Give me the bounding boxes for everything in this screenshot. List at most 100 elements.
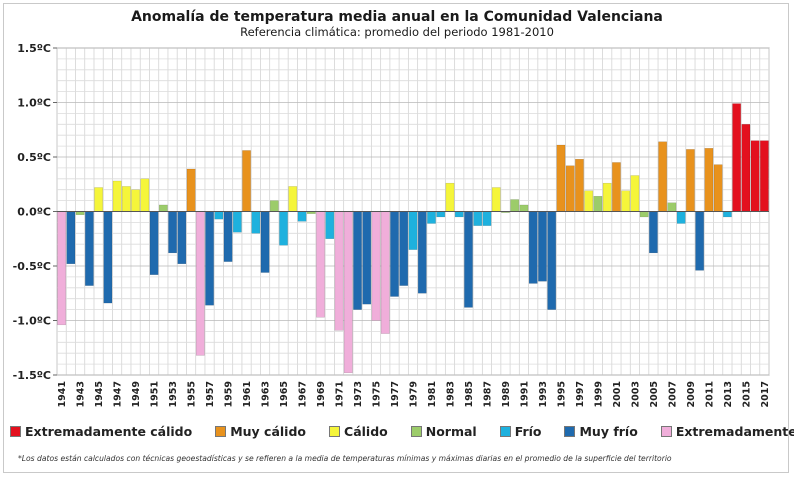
x-tick-label: 2017 xyxy=(760,381,771,407)
x-tick-label: 2011 xyxy=(704,381,715,407)
legend-swatch-normal xyxy=(410,425,422,437)
legend-swatch-extremadamente-frio xyxy=(660,425,672,437)
x-tick-label: 1943 xyxy=(76,381,87,407)
bar-2004 xyxy=(639,211,649,218)
legend-label: Muy cálido xyxy=(230,423,307,439)
bar-1969 xyxy=(316,211,325,318)
bar-1975 xyxy=(371,211,381,321)
bar-1984 xyxy=(454,211,464,218)
bar-1952 xyxy=(159,204,168,212)
bar-1960 xyxy=(232,211,242,233)
x-tick-label: 1997 xyxy=(575,381,586,407)
legend-swatch-muy-frio xyxy=(564,425,576,437)
bar-2009 xyxy=(686,149,695,212)
bar-1967 xyxy=(297,211,307,222)
bar-1945 xyxy=(94,187,103,212)
x-tick-label: 2001 xyxy=(612,381,623,407)
x-tick-label: 2007 xyxy=(667,381,678,407)
bar-2015 xyxy=(741,124,751,212)
bar-2003 xyxy=(630,175,640,212)
legend-label: Extremadamente cálido xyxy=(25,423,193,439)
legend-item-extremadamente-calido: Extremadamente cálido xyxy=(10,424,192,439)
x-tick-label: 1951 xyxy=(150,381,161,407)
bar-1956 xyxy=(196,211,205,356)
legend-item-normal: Normal xyxy=(410,424,477,439)
bar-1991 xyxy=(519,204,529,212)
bar-2000 xyxy=(602,182,612,212)
bar-1950 xyxy=(140,178,150,212)
bar-1953 xyxy=(168,211,177,254)
bar-1993 xyxy=(538,211,547,282)
x-tick-label: 1957 xyxy=(205,381,216,407)
bar-1990 xyxy=(510,199,520,212)
bar-1988 xyxy=(491,187,501,212)
bar-1949 xyxy=(131,189,140,212)
x-tick-label: 1995 xyxy=(556,381,567,407)
bar-1973 xyxy=(353,211,362,310)
bar-1994 xyxy=(547,211,557,310)
bar-2016 xyxy=(750,140,760,212)
bar-1971 xyxy=(334,211,344,331)
bar-2007 xyxy=(667,202,677,212)
bar-1947 xyxy=(112,180,122,212)
bar-1955 xyxy=(186,168,196,212)
x-tick-label: 1989 xyxy=(501,381,512,407)
y-tick-label: -0.5ºC xyxy=(13,260,51,273)
bar-1986 xyxy=(473,211,483,226)
x-tick-label: 1959 xyxy=(224,381,235,407)
x-tick-label: 1975 xyxy=(372,381,383,407)
chart-frame xyxy=(3,3,789,473)
x-tick-label: 1955 xyxy=(187,381,198,407)
x-tick-label: 1963 xyxy=(261,381,272,407)
x-tick-label: 1979 xyxy=(409,381,420,407)
bar-1992 xyxy=(528,211,538,284)
chart-legend: Extremadamente cálido Muy cálido Cálido … xyxy=(10,422,794,440)
bar-1977 xyxy=(390,211,399,297)
x-tick-label: 1967 xyxy=(298,381,309,407)
legend-item-frio: Frío xyxy=(499,423,542,439)
legend-item-muy-frio: Muy frío xyxy=(564,424,638,439)
bar-chart: 1.5ºC 1.0ºC 0.5ºC 0.0ºC -0.5ºC -1.0ºC -1.5ºC 19… xyxy=(13,42,771,407)
legend-swatch-muy-calido xyxy=(215,425,227,437)
x-tick-label: 1981 xyxy=(427,381,438,407)
chart-title: Anomalía de temperatura media anual en l… xyxy=(131,9,663,25)
x-tick-label: 1971 xyxy=(335,381,346,407)
bar-2005 xyxy=(649,211,658,254)
bar-1958 xyxy=(214,211,224,220)
legend-swatch-extremadamente-calido xyxy=(10,425,21,437)
bar-2002 xyxy=(621,190,630,212)
x-tick-label: 2009 xyxy=(686,381,697,407)
x-tick-label: 1973 xyxy=(353,381,364,407)
y-tick-label: 0.5ºC xyxy=(17,151,51,164)
bar-1964 xyxy=(269,200,279,212)
bar-1976 xyxy=(380,211,390,334)
bar-1962 xyxy=(251,211,261,234)
bar-1987 xyxy=(482,211,492,226)
bar-1995 xyxy=(556,144,566,212)
bar-1997 xyxy=(575,158,584,212)
bar-1998 xyxy=(584,190,594,212)
x-tick-label: 1985 xyxy=(464,381,475,407)
legend-label: Frío xyxy=(514,423,542,439)
bar-1946 xyxy=(103,211,113,304)
chart-subtitle: Referencia climática: promedio del perio… xyxy=(240,25,554,39)
x-tick-label: 1993 xyxy=(538,381,549,407)
legend-item-extremadamente-frio: Extremadamente frío xyxy=(660,424,794,439)
bar-2008 xyxy=(676,211,686,224)
bar-1996 xyxy=(565,165,575,212)
bar-2013 xyxy=(723,211,732,218)
bar-1951 xyxy=(149,211,159,275)
bar-1961 xyxy=(242,150,251,212)
y-tick-label: 0.0ºC xyxy=(17,206,51,219)
bar-1963 xyxy=(260,211,270,273)
bar-1982 xyxy=(436,211,446,218)
bar-1972 xyxy=(343,211,353,374)
x-tick-label: 1999 xyxy=(593,381,604,407)
x-tick-label: 2015 xyxy=(741,381,752,407)
y-tick-label: 1.5ºC xyxy=(17,42,51,55)
x-tick-label: 1947 xyxy=(113,381,124,407)
y-tick-label: 1.0ºC xyxy=(17,97,51,110)
bar-1941 xyxy=(57,211,66,326)
bar-1983 xyxy=(445,182,455,212)
bar-2014 xyxy=(732,103,741,212)
